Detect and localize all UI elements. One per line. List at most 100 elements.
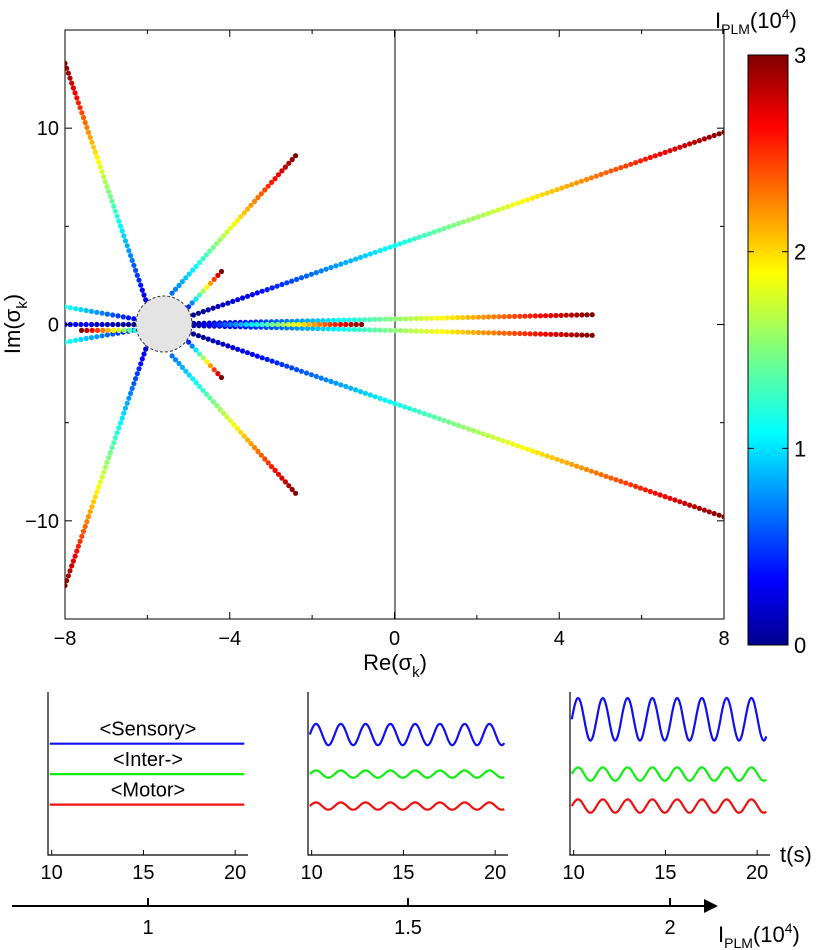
y-tick-label: 0 (48, 315, 59, 337)
locus-point (269, 285, 275, 291)
locus-point (338, 382, 344, 388)
locus-point (532, 331, 538, 337)
locus-point (308, 372, 314, 378)
locus-point (574, 463, 580, 469)
locus-point (495, 436, 501, 442)
locus-point (65, 339, 68, 345)
locus-point (100, 327, 106, 333)
locus-point (73, 306, 79, 312)
locus-point (106, 454, 112, 461)
panel-tick-label: 15 (654, 862, 676, 884)
locus-point (449, 315, 456, 321)
locus-point (527, 331, 533, 337)
locus-point (563, 332, 569, 338)
locus-point (248, 321, 255, 328)
locus-point (243, 321, 249, 328)
locus-point (101, 174, 107, 180)
locus-point (305, 325, 311, 331)
locus-point (303, 370, 310, 376)
locus-point (328, 264, 334, 271)
locus-point (544, 190, 550, 196)
locus-point (444, 315, 450, 321)
time-series-panel: 10 15 20 (563, 692, 770, 884)
locus-point (584, 332, 590, 338)
locus-point (701, 507, 708, 513)
locus-point (279, 361, 285, 368)
locus-point (124, 243, 130, 249)
locus-point (99, 474, 105, 480)
locus-point (75, 543, 81, 549)
locus-point (574, 180, 580, 186)
locus-point (121, 410, 127, 416)
locus-point (282, 164, 288, 170)
locus-point (117, 223, 124, 229)
locus-point (254, 321, 260, 328)
locus-point (657, 492, 663, 498)
locus-point (143, 297, 149, 303)
locus-point (439, 315, 445, 321)
locus-point (249, 292, 255, 298)
locus-point (359, 321, 365, 328)
locus-point (104, 321, 110, 328)
locus-point (338, 321, 344, 328)
locus-point (176, 360, 182, 367)
locus-point (623, 480, 629, 486)
locus-point (506, 313, 512, 320)
locus-point (662, 494, 668, 500)
signal-label: <Inter-> (113, 749, 183, 771)
iplm-axis: 1 1.5 2 IPLM(104) (12, 898, 800, 950)
locus-point (652, 153, 658, 159)
locus-point (244, 350, 251, 356)
locus-point (214, 240, 220, 247)
locus-point (449, 329, 456, 335)
locus-point (667, 148, 673, 154)
locus-point (138, 282, 144, 288)
locus-point (220, 302, 226, 308)
locus-point (129, 257, 135, 264)
locus-point (426, 412, 432, 418)
locus-point (65, 578, 70, 584)
locus-point (114, 430, 120, 436)
locus-point (397, 241, 403, 247)
locus-point (490, 209, 496, 215)
locus-point (91, 144, 97, 150)
locus-point (114, 213, 120, 219)
locus-point (119, 228, 125, 234)
locus-point (111, 327, 117, 333)
locus-point (330, 317, 337, 323)
x-axis-ticks: −8 −4 0 4 8 (54, 30, 730, 650)
locus-point (451, 421, 457, 427)
locus-point (313, 270, 319, 276)
locus-point (217, 321, 223, 328)
locus-point (539, 192, 545, 198)
locus-point (411, 236, 418, 242)
locus-point (298, 275, 305, 281)
locus-point (210, 305, 216, 311)
locus-point (200, 387, 206, 393)
locus-point (70, 85, 76, 91)
locus-point (88, 308, 95, 314)
locus-point (529, 448, 536, 454)
locus-point (196, 383, 203, 390)
locus-point (372, 249, 378, 255)
locus-point (74, 95, 80, 101)
locus-point (255, 448, 261, 454)
locus-point (682, 143, 688, 149)
locus-point (85, 129, 92, 135)
locus-point (84, 327, 90, 333)
locus-point (227, 418, 233, 424)
locus-point (578, 465, 585, 471)
locus-point (110, 312, 116, 318)
locus-point (200, 309, 206, 315)
locus-point (218, 374, 225, 381)
locus-point (460, 329, 466, 335)
locus-point (186, 372, 192, 378)
locus-point (343, 259, 349, 266)
locus-point (325, 326, 331, 332)
locus-point (235, 346, 241, 352)
locus-point (79, 533, 85, 539)
locus-point (224, 229, 230, 235)
locus-point (275, 172, 282, 178)
locus-point (102, 179, 108, 185)
